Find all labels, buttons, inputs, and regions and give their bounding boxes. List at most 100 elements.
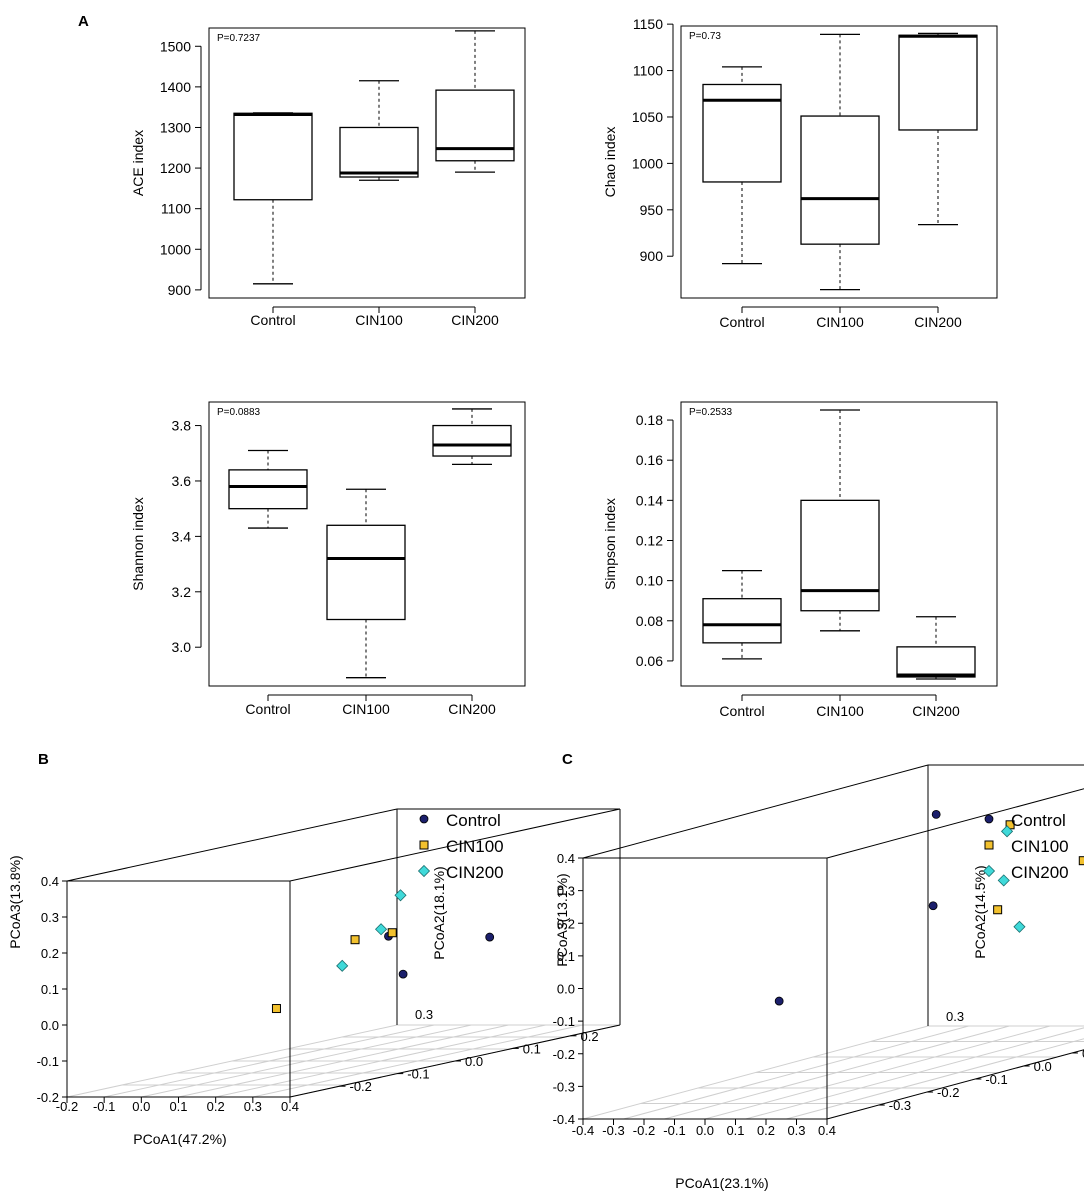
chao-y-tick-label: 900 <box>640 248 664 264</box>
chao-y-tick-label: 1000 <box>632 155 663 171</box>
chao-x-tick-label: Control <box>719 314 764 330</box>
point-cin200 <box>997 874 1010 887</box>
y-tick-label: -0.1 <box>407 1067 429 1082</box>
y-tick-label: -0.2 <box>350 1079 372 1094</box>
iqr-box <box>898 34 978 131</box>
iqr-box <box>233 112 313 201</box>
point-cin100 <box>419 840 429 850</box>
ace-y-tick-label: 1500 <box>160 38 191 54</box>
x-tick-label: 0.4 <box>818 1123 836 1138</box>
iqr-box <box>228 469 308 510</box>
pcoa_c-scatter3d: -0.4 -0.3 -0.2 -0.1 0.0 0.1 0.2 0.3 0.4-0.4-0.3-… <box>553 764 1084 1191</box>
simpson-p-value: P=0.2533 <box>689 407 733 418</box>
y-axis-label: PCoA2(18.1%) <box>431 866 447 959</box>
chao-x-tick-label: CIN200 <box>914 314 962 330</box>
shannon-y-tick-label: 3.4 <box>172 528 192 544</box>
legend-label-cin200: CIN200 <box>446 863 504 882</box>
shannon-p-value: P=0.0883 <box>217 407 261 418</box>
point-cin200 <box>1000 825 1014 838</box>
panel-label-b: B <box>38 751 49 768</box>
z-tick-label: 0.1 <box>41 982 59 997</box>
y-tick-label: -0.2 <box>937 1085 959 1100</box>
y-tick-label: -0.1 <box>985 1072 1007 1087</box>
chao-y-label: Chao index <box>602 127 618 198</box>
cube-edge <box>66 808 398 882</box>
panel-label-a: A <box>78 13 89 30</box>
z-tick-label: -0.2 <box>553 1047 575 1062</box>
z-tick-label: 0.4 <box>41 874 59 889</box>
x-tick-label: 0.2 <box>757 1123 775 1138</box>
shannon-box-cin100 <box>326 488 406 679</box>
z-tick-label: 0.1 <box>557 949 575 964</box>
point-control <box>419 814 429 824</box>
y-tick-label: 0.1 <box>523 1041 541 1056</box>
simpson-y-label: Simpson index <box>602 498 618 590</box>
ace-y-tick-label: 900 <box>168 282 192 298</box>
chao-p-value: P=0.73 <box>689 31 721 42</box>
ace-y-tick-label: 1000 <box>160 241 191 257</box>
point-control <box>398 969 408 979</box>
x-tick-label: -0.2 <box>633 1123 655 1138</box>
x-tick-label: 0.2 <box>207 1099 225 1114</box>
point-cin200 <box>417 864 431 878</box>
shannon-x-tick-label: CIN100 <box>342 701 390 717</box>
z-tick-label: 0.2 <box>557 916 575 931</box>
z-tick-label: 0.4 <box>557 851 575 866</box>
point-cin200 <box>336 959 349 972</box>
iqr-box <box>339 126 419 178</box>
simpson-y-tick-label: 0.10 <box>636 573 663 589</box>
chao-boxplot: P=0.73 900 950 1000 1050 1100 1150 Chao index Co… <box>602 16 998 330</box>
legend-label-control: Control <box>446 811 501 830</box>
x-tick-label: 0.1 <box>169 1099 187 1114</box>
z-axis-label: PCoA3(13.1%) <box>554 873 570 966</box>
z-tick-label: 0.3 <box>557 884 575 899</box>
chao-y-tick-label: 950 <box>640 202 664 218</box>
simpson-box-control <box>702 569 782 660</box>
charts-layer: P=0.7237 900 1000 1100 1200 1300 1400 1500 ACE i… <box>7 16 1084 1191</box>
x-tick-label: -0.1 <box>663 1123 685 1138</box>
x-tick-label: -0.4 <box>572 1123 594 1138</box>
ace-frame <box>208 27 526 299</box>
shannon-frame <box>208 401 526 687</box>
z-tick-label: -0.1 <box>37 1054 59 1069</box>
chao-y-tick-label: 1050 <box>632 109 663 125</box>
simpson-x-tick-label: Control <box>719 703 764 719</box>
z-tick-label: 0.0 <box>41 1018 59 1033</box>
ace-boxplot: P=0.7237 900 1000 1100 1200 1300 1400 1500 ACE i… <box>130 27 526 328</box>
iqr-box <box>432 424 512 457</box>
pcoa_b-scatter3d: -0.2 -0.1 0.0 0.1 0.2 0.3 0.4 -0.2 -0.1 0.0 0.1 0.2… <box>7 808 621 1147</box>
simpson-y-tick-label: 0.14 <box>636 492 663 508</box>
shannon-x-tick-label: CIN200 <box>448 701 496 717</box>
x-tick-label: 0.4 <box>281 1099 299 1114</box>
z-tick-label: -0.4 <box>553 1112 575 1127</box>
y-tick-label: 0.0 <box>465 1054 483 1069</box>
iqr-box <box>702 598 782 644</box>
ace-y-label: ACE index <box>130 130 146 196</box>
y-tick-label: 0.1 <box>1082 1046 1084 1061</box>
z-tick-label: -0.2 <box>37 1090 59 1105</box>
point-cin100 <box>984 840 994 850</box>
y-axis-label: PCoA2(14.5%) <box>972 865 988 958</box>
point-control <box>984 814 994 824</box>
x-tick-label: 0.0 <box>696 1123 714 1138</box>
legend-label-cin100: CIN100 <box>1011 837 1069 856</box>
simpson-frame <box>680 401 998 687</box>
shannon-box-control <box>228 449 308 529</box>
shannon-y-tick-label: 3.2 <box>172 584 192 600</box>
x-tick-label: -0.1 <box>93 1099 115 1114</box>
panel-label-c: C <box>562 751 573 768</box>
point-cin100 <box>1078 856 1084 866</box>
legend-label-cin100: CIN100 <box>446 837 504 856</box>
chao-frame <box>680 25 998 299</box>
ace-box-cin200 <box>435 30 515 173</box>
x-tick-label: -0.3 <box>602 1123 624 1138</box>
ace-box-cin100 <box>339 80 419 181</box>
y-tick-label: 0.0 <box>1034 1059 1052 1074</box>
point-cin100 <box>350 935 360 945</box>
point-control <box>931 810 941 819</box>
chao-x-tick-label: CIN100 <box>816 314 864 330</box>
simpson-x-tick-label: CIN200 <box>912 703 960 719</box>
ace-y-tick-label: 1300 <box>160 119 191 135</box>
iqr-box <box>896 646 976 678</box>
